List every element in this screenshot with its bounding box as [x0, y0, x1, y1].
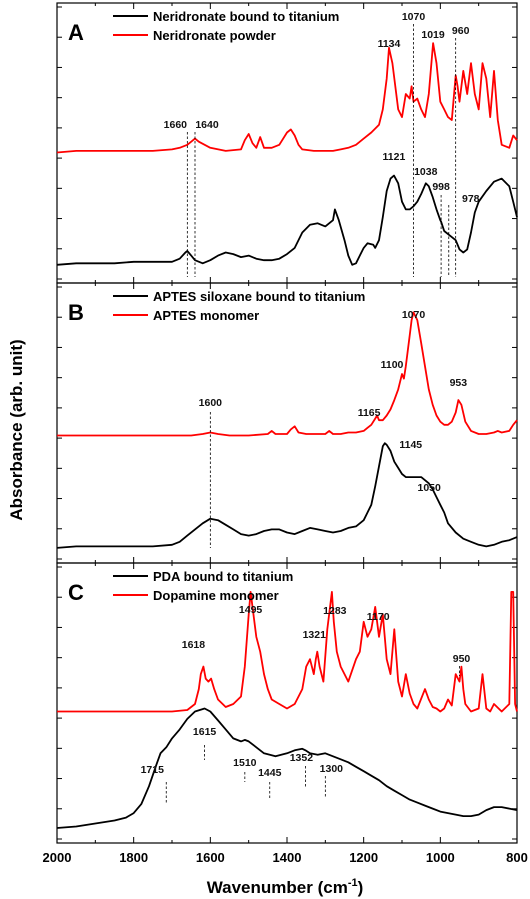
panel-letter: A	[68, 20, 84, 45]
x-tick-label: 2000	[43, 850, 72, 865]
peak-label: 1615	[193, 726, 217, 738]
legend-label: Dopamine monomer	[153, 588, 279, 603]
series-line-reference	[57, 591, 518, 713]
peak-label: 1038	[414, 166, 438, 178]
peak-label: 1660	[164, 119, 188, 131]
peak-label: 1300	[320, 763, 344, 775]
legend-label: Neridronate powder	[153, 28, 276, 43]
legend-label: Neridronate bound to titanium	[153, 9, 339, 24]
peak-label: 1070	[402, 11, 426, 23]
panel-letter: B	[68, 300, 84, 325]
y-axis-label: Absorbance (arb. unit)	[7, 339, 26, 520]
axis-layer: Absorbance (arb. unit) Wavenumber (cm-1)	[7, 339, 363, 897]
peak-label: 978	[462, 193, 480, 205]
legend-label: APTES monomer	[153, 308, 259, 323]
panel-a: Neridronate bound to titanium Neridronate…	[56, 2, 518, 284]
peak-label: 1600	[199, 397, 223, 409]
peak-label: 1165	[358, 407, 381, 419]
series-line-bound	[56, 442, 518, 549]
legend-label: PDA bound to titanium	[153, 569, 293, 584]
legend-label: APTES siloxane bound to titanium	[153, 289, 365, 304]
peak-label: 998	[432, 181, 450, 193]
peak-label: 1510	[233, 757, 257, 769]
peak-label: 1019	[421, 29, 445, 41]
peak-label: 1121	[383, 151, 406, 163]
peak-label: 960	[452, 25, 470, 37]
x-tick-label: 800	[506, 850, 528, 865]
peak-label: 1050	[417, 482, 441, 494]
peak-label: 953	[450, 377, 468, 389]
series-line-bound	[56, 707, 518, 829]
series-line-bound	[56, 174, 518, 266]
x-axis-label-superscript: -1	[348, 877, 358, 889]
x-tick-label: 1800	[119, 850, 148, 865]
peak-label: 1352	[290, 752, 314, 764]
peak-label: 1134	[378, 38, 401, 50]
panel-b: APTES siloxane bound to titanium APTES mo…	[56, 282, 518, 564]
peak-label: 1618	[182, 639, 206, 651]
peak-label: 1283	[323, 605, 347, 617]
panel-c: PDA bound to titanium Dopamine monomer C 16…	[43, 562, 528, 865]
x-tick-label: 1400	[273, 850, 302, 865]
panel-frame	[56, 2, 518, 284]
x-axis-label-close: )	[358, 878, 364, 897]
peak-label: 1715	[141, 764, 165, 776]
peak-label: 1170	[367, 611, 390, 623]
peak-label: 1445	[258, 767, 282, 779]
peak-label: 1070	[402, 309, 426, 321]
x-tick-label: 1600	[196, 850, 225, 865]
panel-letter: C	[68, 580, 84, 605]
peak-label: 950	[453, 653, 471, 665]
x-axis-label: Wavenumber (cm-1)	[207, 877, 364, 897]
peak-label: 1495	[239, 604, 263, 616]
panel-frame	[56, 562, 518, 844]
x-tick-label: 1000	[426, 850, 455, 865]
peak-label: 1640	[195, 119, 219, 131]
peak-label: 1100	[381, 359, 404, 371]
x-tick-label: 1200	[349, 850, 378, 865]
series-line-reference	[57, 311, 518, 437]
x-axis-label-main: Wavenumber (cm	[207, 878, 348, 897]
peak-label: 1145	[399, 439, 422, 451]
panels-layer: Neridronate bound to titanium Neridronate…	[43, 2, 528, 865]
peak-label: 1321	[303, 629, 327, 641]
series-line-reference	[56, 42, 518, 154]
